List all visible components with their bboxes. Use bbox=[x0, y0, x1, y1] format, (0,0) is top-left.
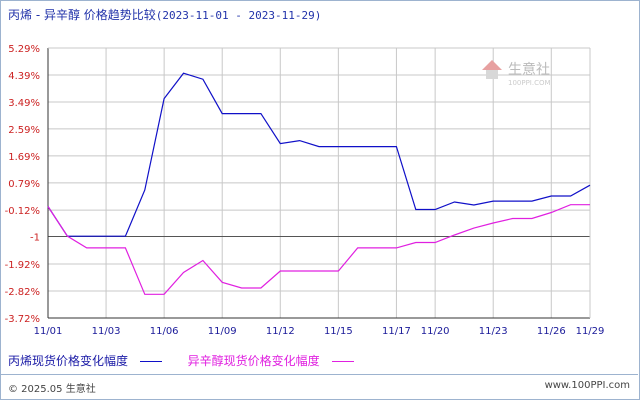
footer-divider bbox=[0, 374, 638, 375]
y-tick-label: 2.59% bbox=[8, 125, 40, 136]
chart-title: 丙烯 - 异辛醇 价格趋势比较(2023-11-01 - 2023-11-29) bbox=[8, 6, 321, 23]
x-tick-label: 11/06 bbox=[150, 326, 179, 337]
footer-site: www.100PPI.com bbox=[544, 380, 630, 391]
y-tick-label: -2.82% bbox=[5, 287, 40, 298]
x-tick-label: 11/17 bbox=[382, 326, 411, 337]
house-icon bbox=[482, 60, 502, 70]
series-line-1 bbox=[47, 72, 591, 237]
y-axis: 5.29% 4.39% 3.49% 2.59% 1.69% 0.79% -0.12% -1 -1… bbox=[5, 44, 40, 325]
y-tick-label: -1 bbox=[30, 232, 40, 243]
y-tick-label: 1.69% bbox=[8, 152, 40, 163]
legend-item-series1: 丙烯现货价格变化幅度 bbox=[8, 352, 162, 369]
chart-title-range: (2023-11-01 - 2023-11-29) bbox=[155, 9, 322, 22]
x-tick-label: 11/29 bbox=[576, 326, 605, 337]
y-tick-label: -0.12% bbox=[5, 206, 40, 217]
x-tick-label: 11/01 bbox=[34, 326, 63, 337]
x-tick-label: 11/26 bbox=[537, 326, 566, 337]
legend-label-series1: 丙烯现货价格变化幅度 bbox=[8, 354, 129, 368]
y-tick-label: -1.92% bbox=[5, 260, 40, 271]
legend: 丙烯现货价格变化幅度 异辛醇现货价格变化幅度 bbox=[8, 352, 376, 369]
legend-swatch-series2 bbox=[331, 361, 354, 362]
chart-title-text: 丙烯 - 异辛醇 价格趋势比较 bbox=[8, 8, 156, 22]
x-tick-label: 11/09 bbox=[208, 326, 237, 337]
y-tick-label: 3.49% bbox=[8, 98, 40, 109]
x-tick-label: 11/12 bbox=[266, 326, 295, 337]
y-tick-label: 5.29% bbox=[8, 44, 40, 55]
y-tick-label: 0.79% bbox=[8, 179, 40, 190]
legend-item-series2: 异辛醇现货价格变化幅度 bbox=[188, 352, 354, 369]
legend-label-series2: 异辛醇现货价格变化幅度 bbox=[187, 354, 320, 368]
x-tick-label: 11/15 bbox=[324, 326, 353, 337]
y-tick-label: -3.72% bbox=[5, 314, 40, 325]
house-body bbox=[486, 70, 498, 79]
footer-copyright: © 2025.05 生意社 bbox=[8, 384, 96, 395]
watermark-text: 生意社 bbox=[508, 61, 550, 78]
x-axis: 11/01 11/03 11/06 11/09 11/12 11/15 11/17 11/20… bbox=[34, 326, 605, 337]
x-tick-label: 11/03 bbox=[92, 326, 121, 337]
series-line-2 bbox=[47, 204, 590, 295]
x-tick-label: 11/23 bbox=[479, 326, 508, 337]
watermark-subtext: 100PPI.COM bbox=[508, 79, 551, 87]
x-tick-label: 11/20 bbox=[421, 326, 450, 337]
series-group bbox=[47, 72, 591, 295]
grid bbox=[47, 47, 591, 319]
y-tick-label: 4.39% bbox=[8, 71, 40, 82]
legend-swatch-series1 bbox=[139, 361, 162, 362]
